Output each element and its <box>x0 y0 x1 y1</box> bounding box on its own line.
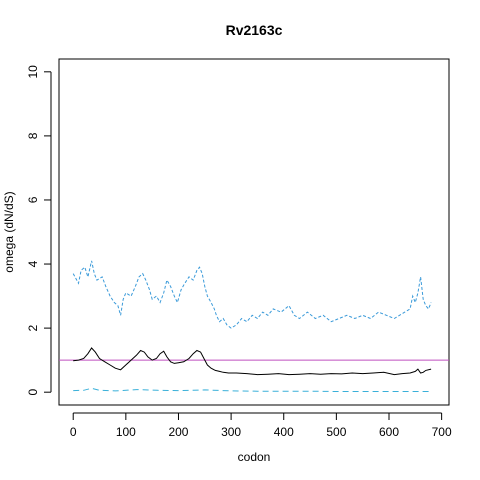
x-tick-label: 0 <box>70 425 77 439</box>
series-line-upper <box>72 260 432 329</box>
x-tick-label: 100 <box>116 425 136 439</box>
x-tick-label: 600 <box>379 425 399 439</box>
x-tick-label: 500 <box>326 425 346 439</box>
x-tick-label: 300 <box>221 425 241 439</box>
y-axis-label: omega (dN/dS) <box>2 191 16 272</box>
y-tick-label: 4 <box>26 260 40 267</box>
y-tick-label: 2 <box>26 324 40 331</box>
x-axis-label: codon <box>238 450 271 464</box>
x-tick-label: 200 <box>168 425 188 439</box>
y-tick-label: 6 <box>26 196 40 203</box>
plot-frame <box>58 58 450 406</box>
series-line-mean <box>73 347 432 376</box>
x-axis: 0 100 200 300 400 500 600 700 <box>70 412 452 439</box>
chart-title: Rv2163c <box>226 22 283 38</box>
x-tick-label: 400 <box>274 425 294 439</box>
y-tick-label: 10 <box>26 65 40 79</box>
y-axis: 0 2 4 6 8 10 <box>26 65 52 396</box>
series-line-lower <box>73 387 432 392</box>
x-tick-label: 700 <box>432 425 452 439</box>
y-tick-label: 8 <box>26 132 40 139</box>
series-group <box>72 260 432 392</box>
y-tick-label: 0 <box>26 389 40 396</box>
